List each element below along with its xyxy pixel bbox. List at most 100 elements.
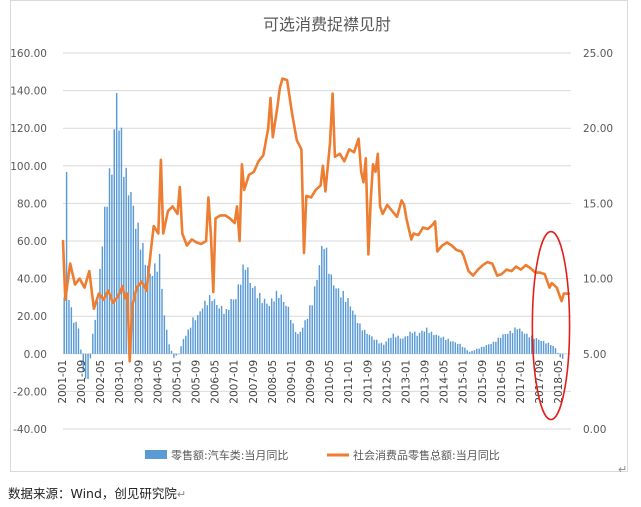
bar bbox=[533, 338, 535, 354]
bar bbox=[96, 301, 99, 354]
source-note: 数据来源：Wind，创见研究院↵ bbox=[8, 483, 186, 502]
bar bbox=[485, 345, 488, 354]
bar bbox=[137, 222, 139, 354]
bar bbox=[294, 331, 297, 354]
bar bbox=[80, 349, 82, 354]
x-tick-label: 2013-09 bbox=[420, 360, 432, 404]
bar bbox=[266, 303, 268, 354]
bar bbox=[335, 288, 337, 354]
bar bbox=[311, 305, 313, 354]
bar bbox=[385, 341, 387, 354]
bar bbox=[464, 347, 466, 354]
bar bbox=[545, 343, 547, 354]
x-tick-label: 2010-05 bbox=[324, 360, 336, 404]
bar bbox=[113, 129, 116, 354]
bar bbox=[92, 333, 94, 354]
y-left-tick-label: -20.00 bbox=[13, 386, 47, 398]
return-mark: ↵ bbox=[176, 488, 187, 501]
bar bbox=[418, 332, 421, 354]
x-tick-label: 2011-09 bbox=[362, 360, 374, 404]
bar bbox=[290, 319, 292, 354]
bar bbox=[249, 283, 251, 354]
bar bbox=[380, 342, 383, 354]
bar bbox=[111, 174, 113, 354]
bar bbox=[404, 336, 406, 354]
bar bbox=[242, 264, 244, 354]
bar bbox=[430, 331, 433, 354]
bar bbox=[368, 334, 371, 354]
bar bbox=[423, 331, 426, 354]
bar bbox=[280, 294, 282, 354]
bar bbox=[502, 334, 504, 354]
source-text: 数据来源：Wind，创见研究院 bbox=[8, 486, 177, 501]
bar bbox=[406, 336, 409, 354]
bar bbox=[321, 245, 323, 354]
bar bbox=[180, 346, 182, 354]
bar bbox=[540, 340, 542, 354]
bar bbox=[244, 269, 247, 354]
bar bbox=[390, 337, 392, 354]
bar bbox=[387, 338, 390, 354]
bar bbox=[330, 274, 333, 354]
bar bbox=[70, 307, 73, 354]
y-left-tick-label: 20.00 bbox=[17, 311, 47, 323]
bar bbox=[287, 306, 290, 354]
bar bbox=[409, 331, 411, 354]
bar bbox=[144, 264, 147, 354]
bar bbox=[192, 317, 194, 354]
bar bbox=[189, 327, 192, 354]
bar bbox=[495, 341, 497, 354]
bar bbox=[557, 352, 559, 354]
bar bbox=[156, 271, 158, 354]
bar bbox=[509, 330, 511, 354]
bar bbox=[476, 348, 478, 354]
return-mark-chart: ↵ bbox=[618, 463, 628, 476]
bar bbox=[352, 310, 354, 354]
bar bbox=[206, 305, 209, 354]
bar bbox=[118, 130, 120, 354]
legend-bar-label: 零售额:汽车类:当月同比 bbox=[171, 448, 288, 462]
bar bbox=[216, 305, 218, 354]
bar bbox=[478, 348, 480, 354]
bar bbox=[318, 265, 321, 354]
bar bbox=[473, 350, 476, 354]
bar bbox=[483, 346, 485, 354]
bar bbox=[89, 353, 92, 359]
bar bbox=[344, 301, 347, 354]
bar bbox=[211, 300, 213, 354]
bar bbox=[437, 335, 440, 354]
bar bbox=[173, 353, 175, 358]
bar bbox=[433, 335, 435, 354]
bar bbox=[187, 329, 189, 354]
bar bbox=[507, 333, 509, 354]
bar bbox=[218, 308, 220, 354]
bar bbox=[232, 299, 235, 354]
bar bbox=[466, 350, 468, 354]
x-tick-label: 2004-05 bbox=[152, 360, 164, 404]
bar bbox=[337, 288, 340, 354]
bar bbox=[497, 337, 499, 354]
x-tick-label: 2001-01 bbox=[57, 360, 69, 404]
bar bbox=[201, 308, 204, 354]
bar bbox=[459, 343, 461, 354]
legend-bar-swatch bbox=[145, 450, 167, 459]
bar bbox=[123, 177, 125, 354]
bar bbox=[416, 335, 418, 354]
bar bbox=[461, 346, 464, 354]
y-left-tick-label: -40.00 bbox=[13, 424, 47, 436]
bar bbox=[120, 127, 123, 354]
bar bbox=[425, 327, 428, 354]
x-tick-label: 2017-01 bbox=[515, 360, 527, 404]
bar bbox=[115, 93, 118, 354]
bar bbox=[285, 305, 287, 354]
bar bbox=[561, 353, 564, 359]
bar bbox=[340, 297, 342, 354]
bar bbox=[146, 265, 149, 354]
y-left-tick-label: 40.00 bbox=[17, 274, 47, 286]
bar bbox=[208, 295, 211, 354]
bar bbox=[445, 339, 447, 354]
bar bbox=[299, 331, 302, 354]
bar bbox=[514, 327, 516, 354]
bar bbox=[161, 288, 163, 354]
bar bbox=[125, 167, 127, 354]
